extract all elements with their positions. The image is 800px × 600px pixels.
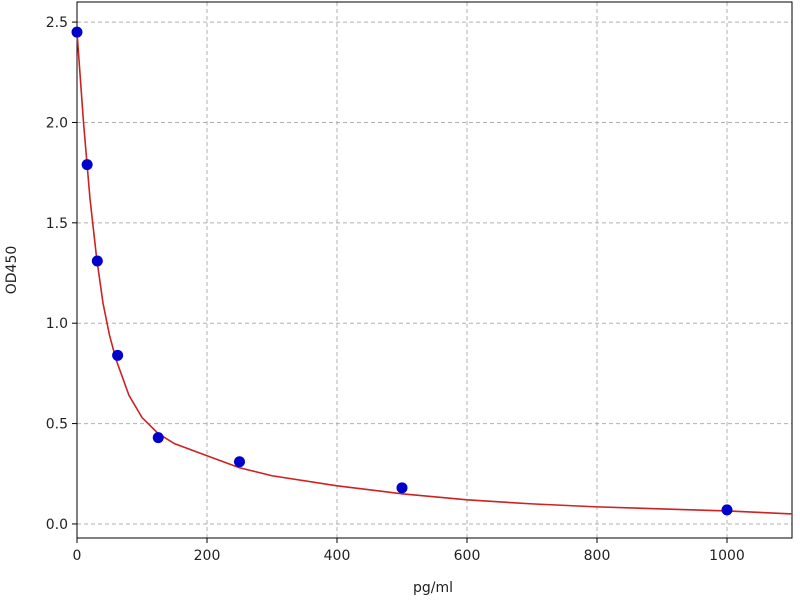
y-axis-label: OD450 (4, 246, 20, 295)
data-point (91, 255, 103, 267)
data-point (112, 349, 124, 361)
y-tick-label: 2.0 (46, 115, 68, 131)
x-tick-label: 400 (324, 548, 351, 564)
data-point (396, 482, 408, 494)
x-axis-label: pg/ml (413, 580, 453, 596)
data-point (71, 26, 83, 38)
data-point (234, 456, 245, 468)
y-tick-label: 2.5 (46, 15, 68, 31)
y-tick-label: 0.0 (46, 517, 68, 533)
y-tick-label: 1.5 (46, 216, 68, 232)
x-tick-label: 600 (454, 548, 481, 564)
data-point (81, 159, 93, 171)
x-tick-label: 0 (73, 548, 82, 564)
fit-curve (76, 32, 793, 515)
y-tick-label: 0.5 (46, 417, 68, 433)
plot-frame (76, 1, 793, 539)
x-tick-label: 200 (194, 548, 221, 564)
x-tick-label: 1000 (709, 548, 745, 564)
x-tick-label: 800 (584, 548, 611, 564)
data-point (721, 504, 733, 516)
y-tick-label: 1.0 (46, 316, 68, 332)
data-point (152, 432, 164, 444)
